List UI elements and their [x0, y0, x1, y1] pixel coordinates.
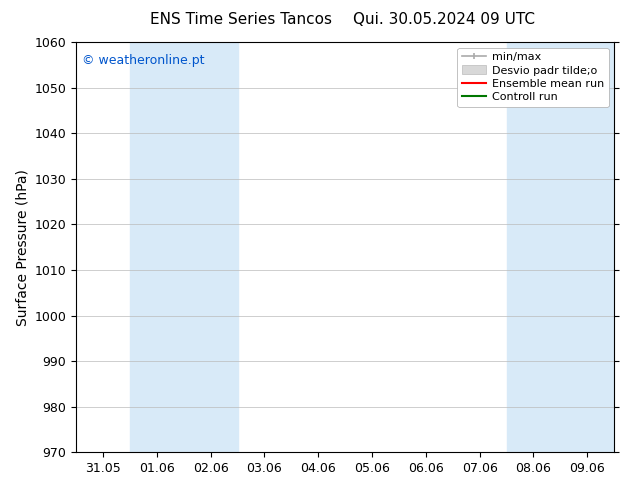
- Text: ENS Time Series Tancos: ENS Time Series Tancos: [150, 12, 332, 27]
- Legend: min/max, Desvio padr tilde;o, Ensemble mean run, Controll run: min/max, Desvio padr tilde;o, Ensemble m…: [458, 48, 609, 107]
- Y-axis label: Surface Pressure (hPa): Surface Pressure (hPa): [15, 169, 29, 325]
- Bar: [507, 42, 614, 452]
- Bar: [130, 42, 238, 452]
- Text: © weatheronline.pt: © weatheronline.pt: [82, 54, 204, 67]
- Text: Qui. 30.05.2024 09 UTC: Qui. 30.05.2024 09 UTC: [353, 12, 535, 27]
